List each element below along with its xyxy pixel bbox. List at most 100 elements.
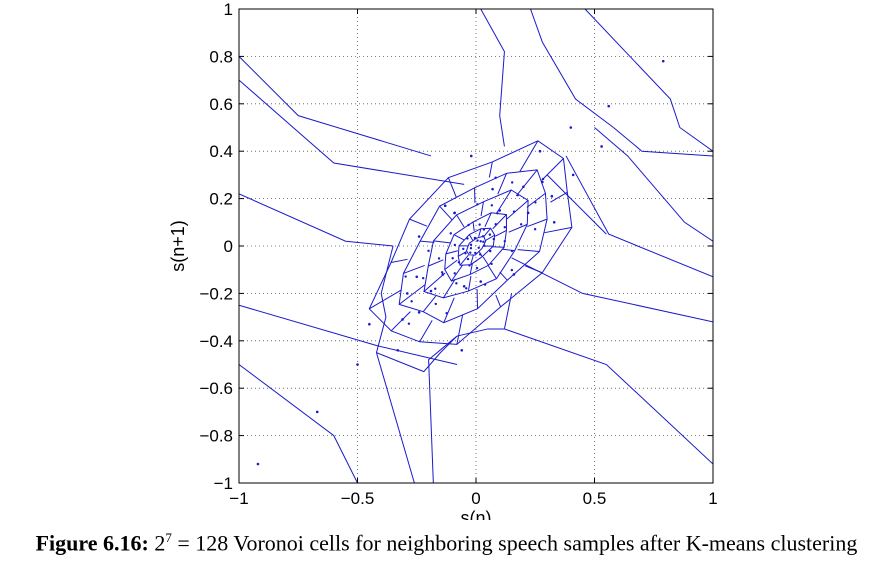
centroid-point [462, 284, 466, 288]
voronoi-cell-edge [495, 294, 502, 308]
voronoi-cell-edge [485, 234, 495, 241]
voronoi-edge [546, 174, 607, 235]
x-tick-label: 0.5 [583, 489, 607, 508]
caption-text: Voronoi cells for neighboring speech sam… [233, 530, 858, 556]
voronoi-cell-ring [465, 235, 487, 256]
centroid-point [489, 249, 492, 253]
voronoi-cell-edge [482, 256, 489, 266]
centroid-point [569, 126, 573, 129]
centroid-point [465, 287, 468, 290]
caption-equals: = 128 [177, 530, 229, 556]
centroid-point [479, 240, 482, 243]
voronoi-cell-edge [456, 214, 465, 228]
centroid-point [415, 275, 419, 279]
centroid-point [516, 194, 519, 197]
centroid-point [661, 59, 665, 63]
centroid-point [475, 266, 479, 270]
voronoi-cell-edge [499, 271, 508, 281]
centroid-point [550, 194, 554, 198]
voronoi-cell-edge [478, 228, 482, 237]
x-tick-label: −0.5 [341, 489, 375, 508]
voronoi-cell-edge [491, 246, 505, 248]
centroid-point [473, 236, 477, 240]
centroid-point [476, 203, 479, 206]
voronoi-edge [530, 9, 614, 128]
centroid-point [421, 276, 425, 280]
voronoi-edge [480, 9, 505, 147]
centroid-point [496, 212, 499, 215]
voronoi-edge [594, 127, 713, 242]
centroid-point [410, 300, 413, 303]
centroid-point [510, 249, 514, 253]
centroid-point [469, 246, 473, 250]
centroid-point [476, 239, 479, 242]
centroid-point [464, 252, 467, 255]
centroid-point [356, 363, 359, 366]
centroid-point [512, 273, 516, 276]
grid-lines [239, 9, 713, 483]
voronoi-cell-edge [487, 264, 497, 280]
centroid-point [441, 273, 445, 276]
centroid-points [256, 59, 665, 466]
voronoi-edge [456, 293, 513, 337]
centroid-point [469, 154, 473, 158]
voronoi-cell-edge [506, 200, 529, 220]
voronoi-cell-edge [453, 234, 465, 241]
centroid-point [510, 181, 514, 184]
x-tick-label: 1 [708, 489, 717, 508]
voronoi-cell-edge [443, 297, 455, 323]
y-tick-label: 0.8 [209, 47, 233, 66]
voronoi-cell-edge [444, 259, 458, 270]
y-tick-label: 1 [224, 0, 233, 19]
voronoi-cell-edge [467, 276, 472, 292]
centroid-point [434, 287, 437, 290]
centroid-point [478, 253, 482, 256]
y-tick-label: 0.4 [209, 142, 233, 161]
centroid-point [460, 348, 464, 352]
voronoi-cell-edge [495, 230, 507, 237]
voronoi-cell-edge [390, 258, 408, 263]
centroid-point [526, 211, 530, 215]
centroid-point [467, 223, 470, 227]
voronoi-cell-edge [445, 250, 458, 255]
centroid-point [417, 235, 421, 238]
voronoi-cell-edge [484, 212, 492, 228]
voronoi-cell-edge [456, 314, 464, 345]
centroid-point [453, 243, 457, 247]
voronoi-cell-edge [442, 278, 456, 299]
centroid-point [510, 268, 514, 272]
voronoi-cell-edge [468, 234, 474, 241]
centroid-point [440, 271, 444, 274]
centroid-point [478, 223, 481, 226]
centroid-point [498, 209, 502, 212]
voronoi-cell-edge [480, 201, 484, 216]
y-tick-label: −0.2 [199, 284, 233, 303]
centroid-point [401, 318, 404, 321]
voronoi-edge [376, 335, 458, 373]
centroid-point [519, 223, 523, 226]
centroid-point [481, 235, 485, 238]
voronoi-edge [239, 364, 358, 483]
axis-ticks: −1 −0.5 0 0.5 1 −1 −0.8 −0.6 −0.4 −0.2 0 0.2 0.4 0.6 0… [199, 0, 717, 508]
centroid-point [494, 176, 497, 179]
y-tick-label: −0.6 [199, 379, 233, 398]
centroid-point [315, 410, 319, 414]
centroid-point [455, 282, 458, 285]
voronoi-figure: −1 −0.5 0 0.5 1 −1 −0.8 −0.6 −0.4 −0.2 0 0.2 0.4 0.6 0… [168, 0, 718, 528]
centroid-point [482, 228, 486, 231]
centroid-point [600, 145, 603, 148]
centroid-point [451, 257, 454, 260]
centroid-point [477, 246, 480, 250]
voronoi-cell-edge [488, 161, 493, 178]
voronoi-cell-edge [527, 218, 548, 228]
centroid-point [483, 283, 487, 286]
centroid-point [368, 322, 371, 326]
centroid-point [490, 262, 493, 266]
centroid-point [538, 149, 542, 153]
voronoi-cell-edge [409, 218, 428, 227]
centroid-point [490, 204, 494, 207]
voronoi-edge [613, 127, 713, 157]
voronoi-cell-ring [398, 169, 548, 324]
centroid-point [466, 257, 470, 261]
centroid-point [466, 237, 469, 240]
